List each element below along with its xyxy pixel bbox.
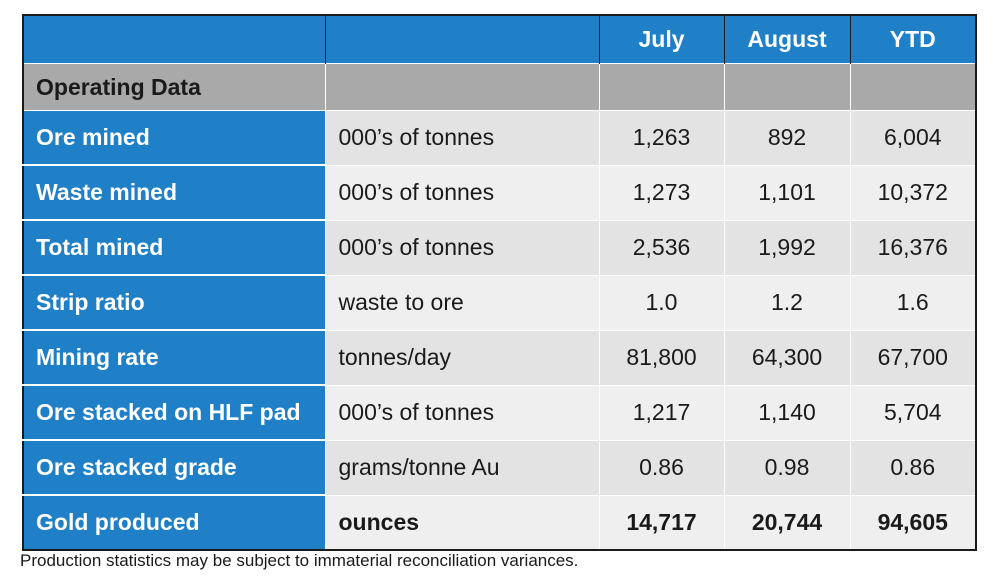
value-cell-august: 892 <box>723 110 851 166</box>
row-unit: ounces <box>324 494 600 551</box>
row-unit: waste to ore <box>324 274 600 331</box>
value-cell-ytd: 5,704 <box>849 384 977 441</box>
row-label: Ore stacked on HLF pad <box>22 384 326 441</box>
value-cell-august: 1,140 <box>723 384 851 441</box>
row-unit: 000’s of tonnes <box>324 219 600 276</box>
header-cell-unit <box>324 14 600 64</box>
table-row: Ore stacked on HLF pad 000’s of tonnes 1,2… <box>22 384 977 441</box>
row-unit: 000’s of tonnes <box>324 384 600 441</box>
section-row: Operating Data <box>22 63 977 111</box>
value-cell-ytd: 1.6 <box>849 274 977 331</box>
table-row: Ore mined 000’s of tonnes 1,263 892 6,004 <box>22 110 977 166</box>
footnote: Production statistics may be subject to … <box>20 551 579 570</box>
section-blank <box>598 63 725 111</box>
value-cell-july: 14,717 <box>598 494 725 551</box>
section-blank <box>324 63 600 111</box>
section-blank <box>723 63 851 111</box>
value-cell-july: 1.0 <box>598 274 725 331</box>
row-label: Total mined <box>22 219 326 276</box>
value-cell-august: 20,744 <box>723 494 851 551</box>
header-cell-august: August <box>723 14 851 64</box>
header-cell-july: July <box>598 14 725 64</box>
value-cell-august: 1,992 <box>723 219 851 276</box>
value-cell-july: 1,273 <box>598 164 725 221</box>
header-row: July August YTD <box>22 14 977 64</box>
row-label: Strip ratio <box>22 274 326 331</box>
value-cell-august: 0.98 <box>723 439 851 496</box>
row-unit: tonnes/day <box>324 329 600 386</box>
value-cell-july: 1,217 <box>598 384 725 441</box>
row-label: Mining rate <box>22 329 326 386</box>
row-unit: 000’s of tonnes <box>324 110 600 166</box>
value-cell-ytd: 16,376 <box>849 219 977 276</box>
row-label: Waste mined <box>22 164 326 221</box>
table-row: Ore stacked grade grams/tonne Au 0.86 0.98 0… <box>22 439 977 496</box>
value-cell-ytd: 0.86 <box>849 439 977 496</box>
section-title: Operating Data <box>22 63 326 111</box>
table-row: Total mined 000’s of tonnes 2,536 1,992 16,3… <box>22 219 977 276</box>
row-label: Ore stacked grade <box>22 439 326 496</box>
value-cell-july: 0.86 <box>598 439 725 496</box>
value-cell-july: 1,263 <box>598 110 725 166</box>
table-row: Strip ratio waste to ore 1.0 1.2 1.6 <box>22 274 977 331</box>
table-row: Mining rate tonnes/day 81,800 64,300 67,700 <box>22 329 977 386</box>
value-cell-july: 81,800 <box>598 329 725 386</box>
table-row: Waste mined 000’s of tonnes 1,273 1,101 10,3… <box>22 164 977 221</box>
value-cell-august: 1.2 <box>723 274 851 331</box>
section-blank <box>849 63 977 111</box>
header-cell-ytd: YTD <box>849 14 977 64</box>
header-cell-label <box>22 14 326 64</box>
table-row: Gold produced ounces 14,717 20,744 94,605 <box>22 494 977 551</box>
row-label: Gold produced <box>22 494 326 550</box>
value-cell-august: 64,300 <box>723 329 851 386</box>
row-unit: grams/tonne Au <box>324 439 600 496</box>
value-cell-ytd: 10,372 <box>849 164 977 221</box>
value-cell-july: 2,536 <box>598 219 725 276</box>
row-unit: 000’s of tonnes <box>324 164 600 221</box>
row-label: Ore mined <box>22 110 326 166</box>
value-cell-august: 1,101 <box>723 164 851 221</box>
value-cell-ytd: 6,004 <box>849 110 977 166</box>
value-cell-ytd: 67,700 <box>849 329 977 386</box>
operating-data-table: July August YTD Operating Data Ore mined… <box>22 14 977 551</box>
value-cell-ytd: 94,605 <box>849 494 977 551</box>
